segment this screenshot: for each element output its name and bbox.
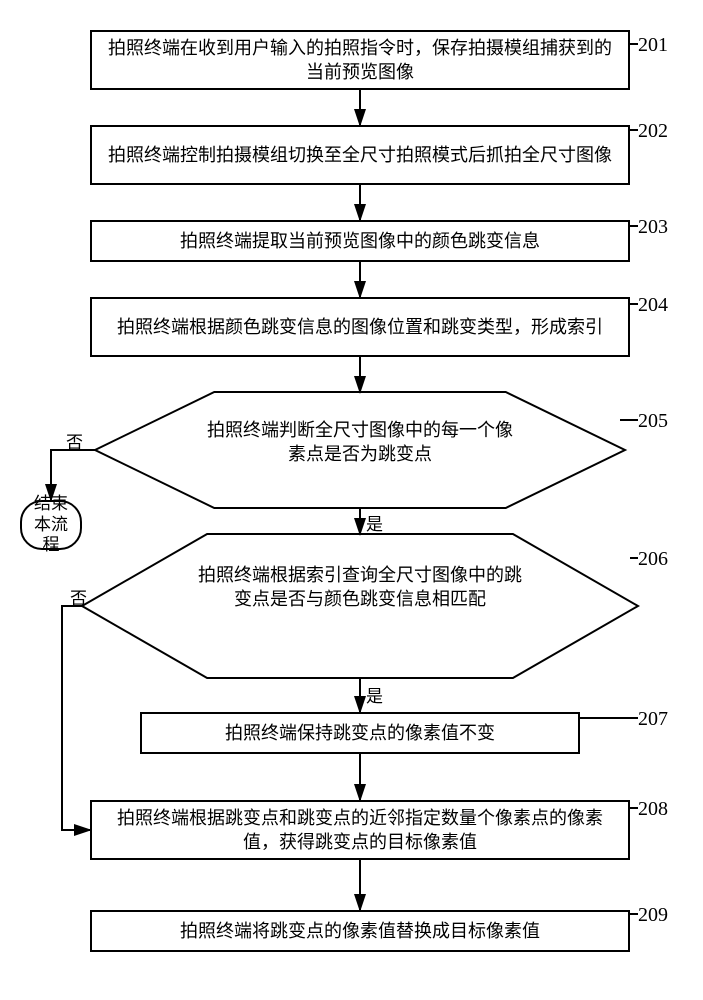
label-204: 204	[638, 294, 668, 317]
flowchart-container: 拍照终端在收到用户输入的拍照指令时，保存拍摄模组捕获到的当前预览图像 拍照终端控…	[20, 20, 683, 980]
terminator-end: 结束本流程	[20, 500, 82, 550]
step-203: 拍照终端提取当前预览图像中的颜色跳变信息	[90, 220, 630, 262]
decision-205: 拍照终端判断全尺寸图像中的每一个像素点是否为跳变点	[205, 418, 515, 467]
label-203: 203	[638, 216, 668, 239]
step-202: 拍照终端控制拍摄模组切换至全尺寸拍照模式后抓拍全尺寸图像	[90, 125, 630, 185]
decision-205-text: 拍照终端判断全尺寸图像中的每一个像素点是否为跳变点	[207, 420, 513, 464]
edge-label-yes-205: 是	[366, 510, 383, 535]
terminator-text: 结束本流程	[26, 494, 76, 555]
step-203-text: 拍照终端提取当前预览图像中的颜色跳变信息	[180, 229, 540, 253]
step-209-text: 拍照终端将跳变点的像素值替换成目标像素值	[180, 919, 540, 943]
edge-label-yes-206: 是	[366, 682, 383, 707]
label-206: 206	[638, 548, 668, 571]
label-209: 209	[638, 904, 668, 927]
label-205: 205	[638, 410, 668, 433]
edge-label-no-205: 否	[66, 428, 83, 453]
step-207: 拍照终端保持跳变点的像素值不变	[140, 712, 580, 754]
label-201: 201	[638, 34, 668, 57]
edge-label-no-206: 否	[70, 584, 87, 609]
step-209: 拍照终端将跳变点的像素值替换成目标像素值	[90, 910, 630, 952]
step-208: 拍照终端根据跳变点和跳变点的近邻指定数量个像素点的像素值，获得跳变点的目标像素值	[90, 800, 630, 860]
step-201: 拍照终端在收到用户输入的拍照指令时，保存拍摄模组捕获到的当前预览图像	[90, 30, 630, 90]
step-208-text: 拍照终端根据跳变点和跳变点的近邻指定数量个像素点的像素值，获得跳变点的目标像素值	[102, 806, 618, 855]
decision-206-text: 拍照终端根据索引查询全尺寸图像中的跳变点是否与颜色跳变信息相匹配	[198, 565, 522, 609]
label-208: 208	[638, 798, 668, 821]
step-204-text: 拍照终端根据颜色跳变信息的图像位置和跳变类型，形成索引	[117, 315, 603, 339]
decision-206: 拍照终端根据索引查询全尺寸图像中的跳变点是否与颜色跳变信息相匹配	[190, 563, 530, 612]
step-204: 拍照终端根据颜色跳变信息的图像位置和跳变类型，形成索引	[90, 297, 630, 357]
step-201-text: 拍照终端在收到用户输入的拍照指令时，保存拍摄模组捕获到的当前预览图像	[102, 36, 618, 85]
step-207-text: 拍照终端保持跳变点的像素值不变	[225, 721, 495, 745]
label-207: 207	[638, 708, 668, 731]
step-202-text: 拍照终端控制拍摄模组切换至全尺寸拍照模式后抓拍全尺寸图像	[108, 143, 612, 167]
label-202: 202	[638, 120, 668, 143]
